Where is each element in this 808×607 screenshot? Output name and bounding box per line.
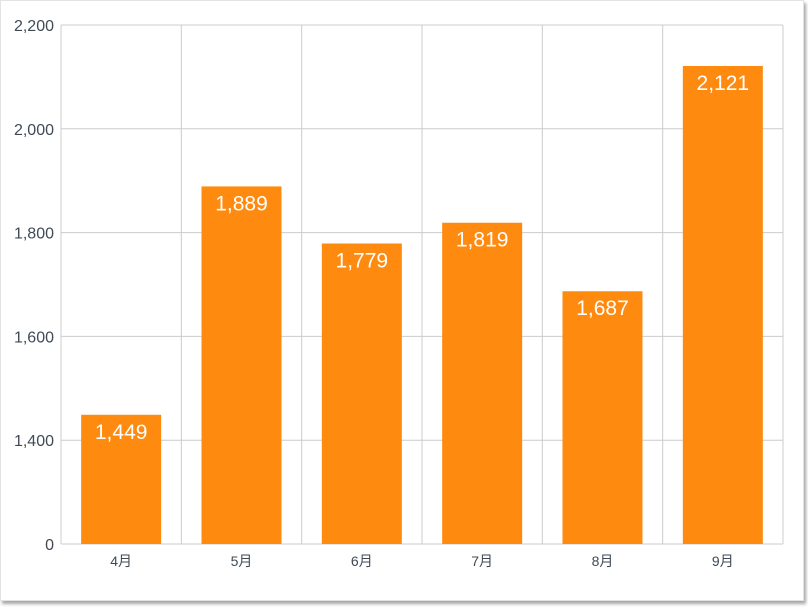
bars: 1,449 1,889 1,779 1,819 1,687 2,121 — [81, 66, 763, 544]
bar — [201, 186, 282, 544]
y-tick-label: 1,600 — [14, 329, 54, 346]
x-tick-label: 5月 — [231, 553, 253, 569]
data-label: 1,819 — [456, 229, 509, 252]
y-tick-label: 1,400 — [14, 433, 54, 450]
x-tick-label: 7月 — [471, 553, 493, 569]
bar — [682, 66, 763, 544]
x-tick-label: 9月 — [712, 553, 734, 569]
bar — [562, 291, 643, 544]
data-label: 1,449 — [95, 421, 148, 444]
data-label: 1,889 — [215, 192, 268, 215]
x-tick-label: 8月 — [592, 553, 614, 569]
x-tick-label: 6月 — [351, 553, 373, 569]
x-tick-label: 4月 — [110, 553, 132, 569]
grid-lines — [60, 24, 784, 545]
bar — [442, 222, 523, 544]
data-label: 2,121 — [697, 72, 750, 95]
x-axis-labels: 4月 5月 6月 7月 8月 9月 — [110, 553, 733, 569]
data-label: 1,687 — [576, 297, 629, 320]
bar — [81, 414, 162, 544]
y-tick-label: 2,000 — [14, 122, 54, 139]
y-axis-labels: 2,200 2,000 1,800 1,600 1,400 0 — [14, 18, 54, 554]
bar — [321, 243, 402, 544]
y-tick-label: 2,200 — [14, 18, 54, 35]
data-label: 1,779 — [336, 249, 389, 272]
y-tick-label: 0 — [45, 537, 54, 554]
y-tick-label: 1,800 — [14, 226, 54, 243]
